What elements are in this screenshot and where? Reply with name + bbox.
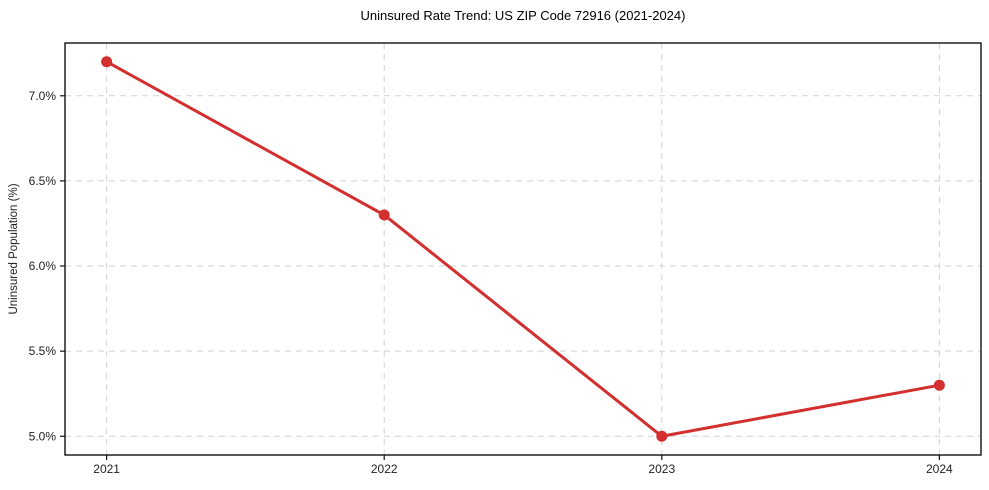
x-tick-label: 2021 [93,462,120,476]
data-point-marker [378,209,390,221]
data-point-marker [101,56,113,68]
plot-border [64,42,982,456]
y-tick-label: 6.0% [29,259,57,273]
y-tick-label: 7.0% [29,89,57,103]
data-point-marker [656,430,668,442]
x-tick-label: 2024 [926,462,953,476]
chart-title: Uninsured Rate Trend: US ZIP Code 72916 … [360,8,686,23]
y-tick-label: 6.5% [29,174,57,188]
trend-line [105,60,941,438]
x-tick-label: 2022 [371,462,398,476]
y-tick-label: 5.5% [29,344,57,358]
x-tick-label: 2023 [648,462,675,476]
data-point-marker [933,379,945,391]
y-tick-label: 5.0% [29,429,57,443]
